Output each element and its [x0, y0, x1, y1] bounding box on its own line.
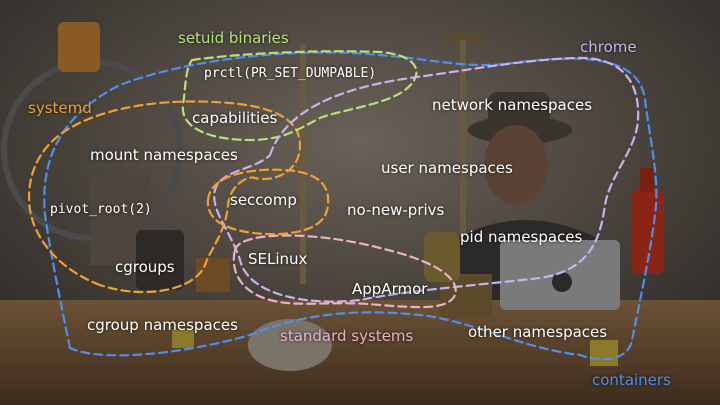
feature-other-namespaces: other namespaces: [468, 323, 608, 341]
label-chrome: chrome: [580, 38, 637, 56]
feature-user-namespaces: user namespaces: [381, 159, 513, 177]
label-setuid-binaries: setuid binaries: [178, 29, 289, 47]
blob-systemd: [28, 100, 302, 294]
label-systemd: systemd: [28, 99, 92, 117]
blob-chrome: [213, 56, 640, 303]
feature-prctl: prctl(PR_SET_DUMPABLE): [204, 66, 377, 81]
blob-standard: [232, 234, 457, 309]
feature-pid-namespaces: pid namespaces: [460, 228, 583, 246]
blob-seccomp-ring: [206, 168, 330, 236]
feature-apparmor: AppArmor: [352, 280, 428, 298]
feature-capabilities: capabilities: [192, 109, 278, 127]
feature-mount-namespaces: mount namespaces: [90, 146, 238, 164]
feature-network-namespaces: network namespaces: [432, 96, 593, 114]
blob-setuid: [181, 50, 418, 142]
label-containers: containers: [592, 371, 671, 389]
feature-no-new-privs: no-new-privs: [347, 201, 445, 219]
feature-pivot-root: pivot_root(2): [50, 202, 152, 217]
feature-seccomp: seccomp: [230, 191, 297, 209]
blob-containers: [43, 51, 658, 361]
feature-selinux: SELinux: [248, 250, 308, 268]
label-standard-systems: standard systems: [280, 327, 414, 345]
feature-cgroup-namespaces: cgroup namespaces: [87, 316, 238, 334]
feature-cgroups: cgroups: [115, 258, 175, 276]
